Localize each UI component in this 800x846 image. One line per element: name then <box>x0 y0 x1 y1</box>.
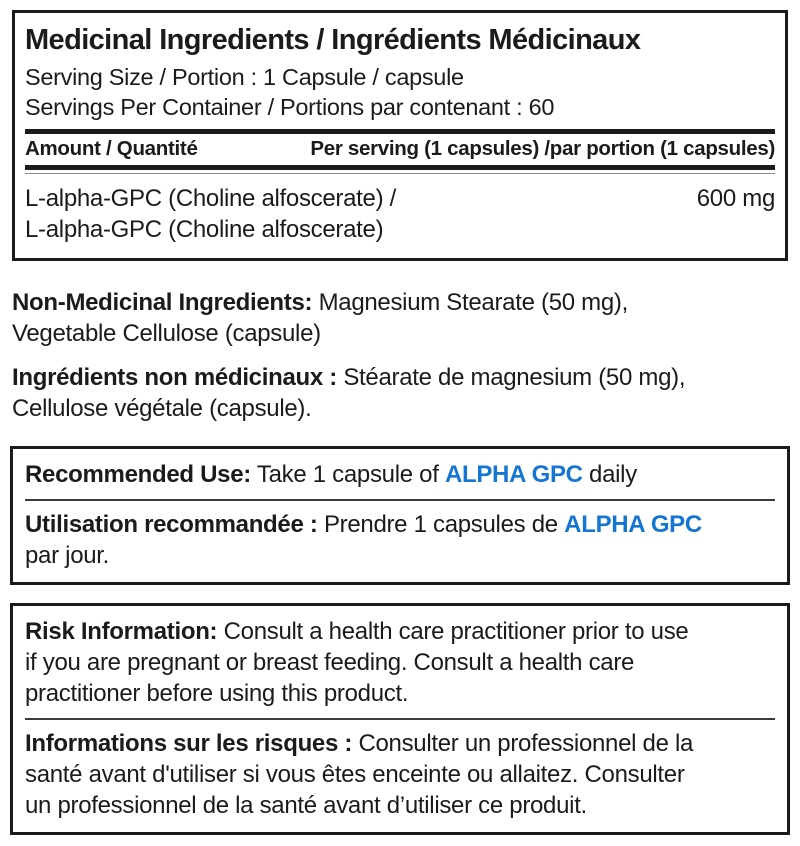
recommended-use-fr-label: Utilisation recommandée : <box>25 511 318 539</box>
non-medicinal-en-text: Magnesium Stearate (50 mg), Vegetable Ce… <box>12 289 628 348</box>
risk-information-fr-label: Informations sur les risques : <box>25 730 353 758</box>
per-serving-column-header: Per serving (1 capsules) /par portion (1… <box>310 137 775 161</box>
brand-name-alpha-gpc: ALPHA GPC <box>444 461 583 489</box>
table-row: L-alpha-GPC (Choline alfoscerate) / L-al… <box>25 174 775 258</box>
risk-information-fr-text: Consulter un professionnel de la santé a… <box>25 730 694 820</box>
amount-column-header: Amount / Quantité <box>25 137 198 161</box>
risk-information-en-text: Consult a health care practitioner prior… <box>25 618 689 708</box>
non-medicinal-en-label: Non-Medicinal Ingredients: <box>12 289 313 317</box>
panel-title: Medicinal Ingredients / Ingrédients Médi… <box>25 24 641 56</box>
risk-information-divider <box>25 718 775 721</box>
non-medicinal-fr-text: Stéarate de magnesium (50 mg), Cellulose… <box>12 364 686 423</box>
recommended-use-en-label: Recommended Use: <box>25 461 251 489</box>
recommended-use-divider <box>25 499 775 502</box>
recommended-use-fr-before: Prendre 1 capsules de <box>317 511 565 539</box>
recommended-use-en-after: daily <box>582 461 637 489</box>
recommended-use-fr-after: par jour. <box>25 542 110 570</box>
non-medicinal-fr-label: Ingrédients non médicinaux : <box>12 364 337 392</box>
brand-name-alpha-gpc-fr: ALPHA GPC <box>564 511 702 539</box>
recommended-use-fr: Utilisation recommandée : Prendre 1 caps… <box>25 509 775 571</box>
non-medicinal-section: Non-Medicinal Ingredients: Magnesium Ste… <box>12 287 786 424</box>
medicinal-ingredients-panel: Medicinal Ingredients / Ingrédients Médi… <box>12 10 788 262</box>
recommended-use-en: Recommended Use: Take 1 capsule of ALPHA… <box>25 459 775 490</box>
ingredient-name: L-alpha-GPC (Choline alfoscerate) / L-al… <box>25 185 397 244</box>
risk-information-fr: Informations sur les risques : Consulter… <box>25 728 775 821</box>
risk-information-en-label: Risk Information: <box>25 618 218 646</box>
facts-table-header: Amount / Quantité Per serving (1 capsule… <box>25 129 775 171</box>
servings-per-container-line: Servings Per Container / Portions par co… <box>25 94 555 121</box>
non-medicinal-en: Non-Medicinal Ingredients: Magnesium Ste… <box>12 287 786 349</box>
non-medicinal-fr: Ingrédients non médicinaux : Stéarate de… <box>12 362 786 424</box>
serving-size-line: Serving Size / Portion : 1 Capsule / cap… <box>25 64 464 91</box>
ingredient-amount: 600 mg <box>696 185 776 213</box>
risk-information-en: Risk Information: Consult a health care … <box>25 616 775 709</box>
recommended-use-box: Recommended Use: Take 1 capsule of ALPHA… <box>10 446 790 586</box>
risk-information-box: Risk Information: Consult a health care … <box>10 603 790 836</box>
header-thin-rule <box>25 173 775 175</box>
recommended-use-en-before: Take 1 capsule of <box>250 461 445 489</box>
